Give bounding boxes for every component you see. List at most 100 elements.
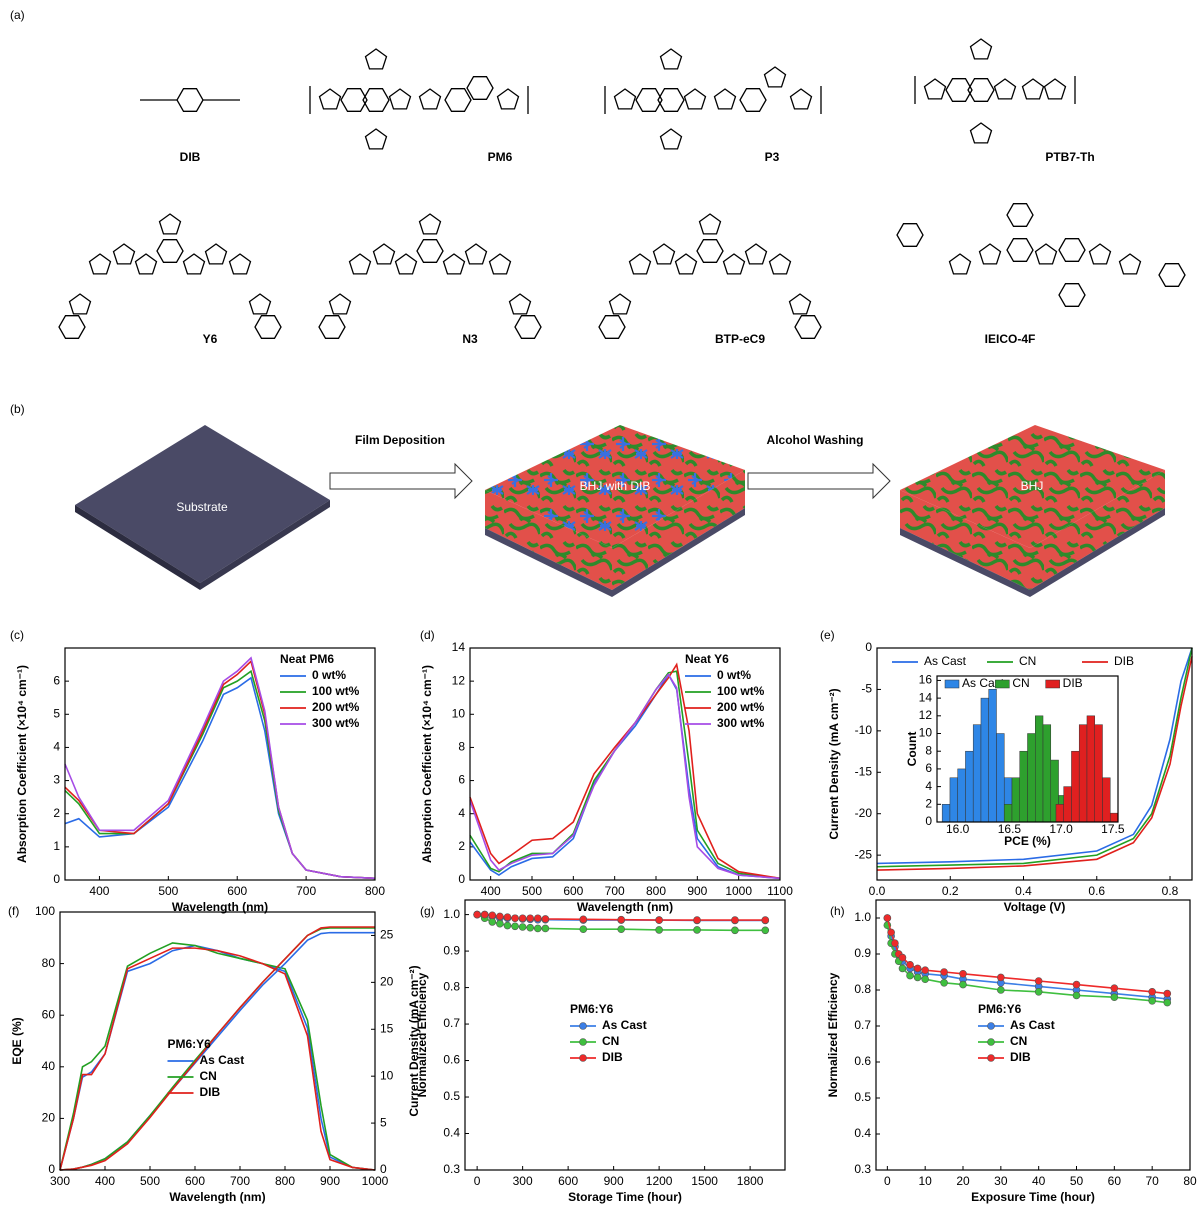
series-line <box>60 928 375 1170</box>
series-marker <box>907 961 914 968</box>
series-marker <box>527 924 534 931</box>
histogram-bar <box>942 804 950 822</box>
x-tick-label: 300 <box>513 1174 533 1188</box>
decor-g <box>605 49 821 149</box>
decor-use <box>177 89 203 112</box>
decor-use <box>765 67 786 87</box>
decor-use <box>1036 244 1057 264</box>
legend-label: As Cast <box>1010 1018 1055 1032</box>
decor-use <box>157 240 183 263</box>
x-tick-label: 800 <box>646 884 666 898</box>
decor-use <box>444 254 465 274</box>
y-axis-label: Count <box>905 732 919 767</box>
y-tick-label: 5 <box>53 706 60 720</box>
histogram-bar <box>958 769 966 822</box>
x-tick-label: 40 <box>1032 1174 1046 1188</box>
legend-label: DIB <box>1010 1050 1031 1064</box>
y-tick-label: 6 <box>53 673 60 687</box>
plot-area <box>60 927 375 1170</box>
series-marker <box>960 970 967 977</box>
x-tick-label: 1800 <box>737 1174 764 1188</box>
series-marker <box>762 917 769 924</box>
x-axis-label: Exposure Time (hour) <box>971 1190 1095 1204</box>
x-tick-label: 0.2 <box>942 884 959 898</box>
y-tick-label: 14 <box>919 690 933 704</box>
y-tick-label: 0 <box>53 872 60 886</box>
legend-swatch <box>995 680 1009 688</box>
decor-use <box>615 89 636 109</box>
panel-label: (c) <box>10 628 24 642</box>
decor-use <box>366 49 387 69</box>
series-marker <box>504 922 511 929</box>
series-line <box>60 933 375 1170</box>
schematic-label: Film Deposition <box>355 433 445 447</box>
decor-use <box>676 254 697 274</box>
series-marker <box>534 925 541 932</box>
molecule-name: BTP-eC9 <box>715 332 765 346</box>
molecule-structures <box>59 39 1185 338</box>
y-tick-label: 60 <box>42 1007 56 1021</box>
histogram-bar <box>1102 778 1110 822</box>
series-marker <box>1073 981 1080 988</box>
y-axis-label: Absorption Coefficient (×10⁴ cm⁻¹) <box>420 665 434 863</box>
y-axis-label: Normalized Efficiency <box>415 972 429 1097</box>
decor-use <box>770 254 791 274</box>
x-tick-label: 700 <box>296 884 316 898</box>
y2-tick-label: 5 <box>380 1115 387 1129</box>
decor-use <box>445 89 471 112</box>
legend-label: DIB <box>602 1050 623 1064</box>
histogram-bar <box>1110 813 1118 822</box>
decor-use <box>510 294 531 314</box>
x-tick-label: 700 <box>230 1174 250 1188</box>
legend-swatch <box>1046 680 1060 688</box>
y-tick-label: 100 <box>35 904 55 918</box>
x-axis-label: Storage Time (hour) <box>568 1190 682 1204</box>
legend-title: Neat PM6 <box>280 652 334 666</box>
panel-label: (e) <box>820 628 835 642</box>
series-marker <box>922 967 929 974</box>
x-tick-label: 800 <box>365 884 385 898</box>
schematic-label: BHJ <box>1021 479 1044 493</box>
series-marker <box>527 915 534 922</box>
series-marker <box>731 927 738 934</box>
decor-use <box>366 129 387 149</box>
figure: (a) (b) DIB PM6 P3 PTB7-Th Y6 N3 BTP-eC9… <box>0 0 1202 1213</box>
y-tick-label: 2 <box>53 806 60 820</box>
histogram-bar <box>1079 725 1087 822</box>
x-tick-label: 20 <box>956 1174 970 1188</box>
y-tick-label: 0.3 <box>854 1162 871 1176</box>
series-marker <box>914 974 921 981</box>
legend-label: As Cast <box>602 1018 647 1032</box>
decor-use <box>396 254 417 274</box>
x-tick-label: 800 <box>275 1174 295 1188</box>
x-tick-label: 900 <box>320 1174 340 1188</box>
series-marker <box>694 926 701 933</box>
y2-tick-label: 15 <box>380 1021 394 1035</box>
histogram-bar <box>1095 725 1103 822</box>
series-marker <box>1164 990 1171 997</box>
decor-use <box>330 294 351 314</box>
decor-use <box>925 79 946 99</box>
y2-tick-label: 25 <box>380 928 394 942</box>
series-marker <box>474 911 481 918</box>
y-tick-label: 0.8 <box>854 982 871 996</box>
y-tick-label: 2 <box>925 796 932 810</box>
page: {"figure":{"panels":["(a)","(b)"], "mole… <box>0 0 1202 1213</box>
series-marker <box>512 915 519 922</box>
molecule-name: DIB <box>180 150 201 164</box>
axes-frame <box>465 900 785 1170</box>
y-axis-label: Normalized Efficiency <box>826 972 840 1097</box>
decor-use <box>70 294 91 314</box>
arrow <box>748 464 890 498</box>
histogram-bar <box>1020 751 1028 822</box>
decor-use <box>610 294 631 314</box>
series-marker <box>1149 988 1156 995</box>
y-tick-label: 12 <box>452 673 466 687</box>
decor-use <box>630 254 651 274</box>
series-marker <box>1035 978 1042 985</box>
y-tick-label: 10 <box>452 706 466 720</box>
series-marker <box>580 916 587 923</box>
y-tick-label: 20 <box>42 1111 56 1125</box>
decor-use <box>697 240 723 263</box>
y-tick-label: 0.7 <box>854 1018 871 1032</box>
